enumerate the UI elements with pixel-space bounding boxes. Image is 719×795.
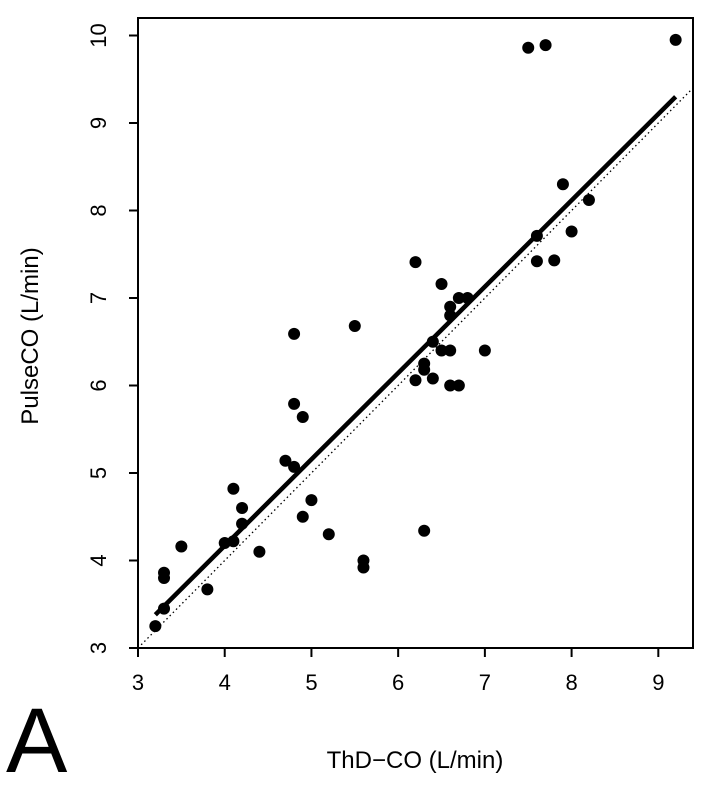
data-point <box>201 583 214 596</box>
data-point <box>530 229 543 242</box>
data-point <box>288 460 301 473</box>
x-axis: 3 4 5 6 7 8 9 <box>132 648 664 695</box>
data-point <box>539 39 552 52</box>
x-tick-label: 3 <box>132 670 144 695</box>
data-point <box>418 524 431 537</box>
data-point <box>435 278 448 290</box>
data-point <box>530 255 543 268</box>
data-point <box>322 528 335 541</box>
data-point <box>444 309 457 322</box>
data-point <box>452 379 465 392</box>
data-point <box>279 454 292 467</box>
data-point <box>444 344 457 357</box>
data-point <box>435 344 448 357</box>
data-point <box>158 602 171 615</box>
data-point <box>452 292 465 304</box>
data-point <box>461 292 474 304</box>
data-point <box>565 225 578 238</box>
data-point <box>426 372 439 385</box>
x-tick-label: 9 <box>652 670 664 695</box>
y-axis: 3 4 5 6 7 8 9 10 <box>86 23 138 654</box>
x-tick-label: 6 <box>392 670 404 695</box>
data-point <box>669 33 682 46</box>
y-tick-label: 10 <box>86 23 111 47</box>
plot-frame <box>137 17 694 649</box>
data-point <box>288 327 301 340</box>
y-tick-label: 9 <box>86 117 111 129</box>
panel-label: A <box>6 690 68 792</box>
y-tick-label: 7 <box>86 292 111 304</box>
data-point <box>418 363 431 376</box>
y-tick-label: 3 <box>86 642 111 654</box>
plot-area <box>138 33 693 648</box>
data-point <box>444 300 457 313</box>
data-point <box>548 254 561 267</box>
data-point <box>348 320 361 332</box>
data-point <box>236 502 249 514</box>
data-point <box>149 620 162 633</box>
y-tick-label: 4 <box>86 554 111 566</box>
data-point <box>236 517 249 530</box>
data-point <box>556 178 569 191</box>
data-point <box>357 561 370 574</box>
data-point <box>296 411 309 423</box>
y-axis-title: PulseCO (L/min) <box>17 247 44 424</box>
data-point <box>444 379 457 392</box>
data-point <box>227 482 240 495</box>
data-point <box>288 397 301 410</box>
y-tick-label: 5 <box>86 467 111 479</box>
x-tick-label: 5 <box>305 670 317 695</box>
data-point <box>158 566 171 579</box>
data-point <box>253 545 266 558</box>
data-point <box>296 510 309 523</box>
data-point <box>409 374 422 387</box>
data-point <box>478 344 491 357</box>
x-tick-label: 7 <box>479 670 491 695</box>
data-point <box>582 194 595 206</box>
data-point <box>175 540 188 553</box>
x-tick-label: 8 <box>565 670 577 695</box>
x-axis-title: ThD−CO (L/min) <box>327 747 504 774</box>
data-point <box>409 256 422 269</box>
identity-line <box>138 87 693 648</box>
y-tick-label: 8 <box>86 204 111 216</box>
data-point <box>227 535 240 548</box>
data-point <box>426 335 439 348</box>
x-tick-label: 4 <box>219 670 231 695</box>
data-point <box>305 494 318 507</box>
data-point <box>522 41 535 54</box>
y-tick-label: 6 <box>86 379 111 391</box>
